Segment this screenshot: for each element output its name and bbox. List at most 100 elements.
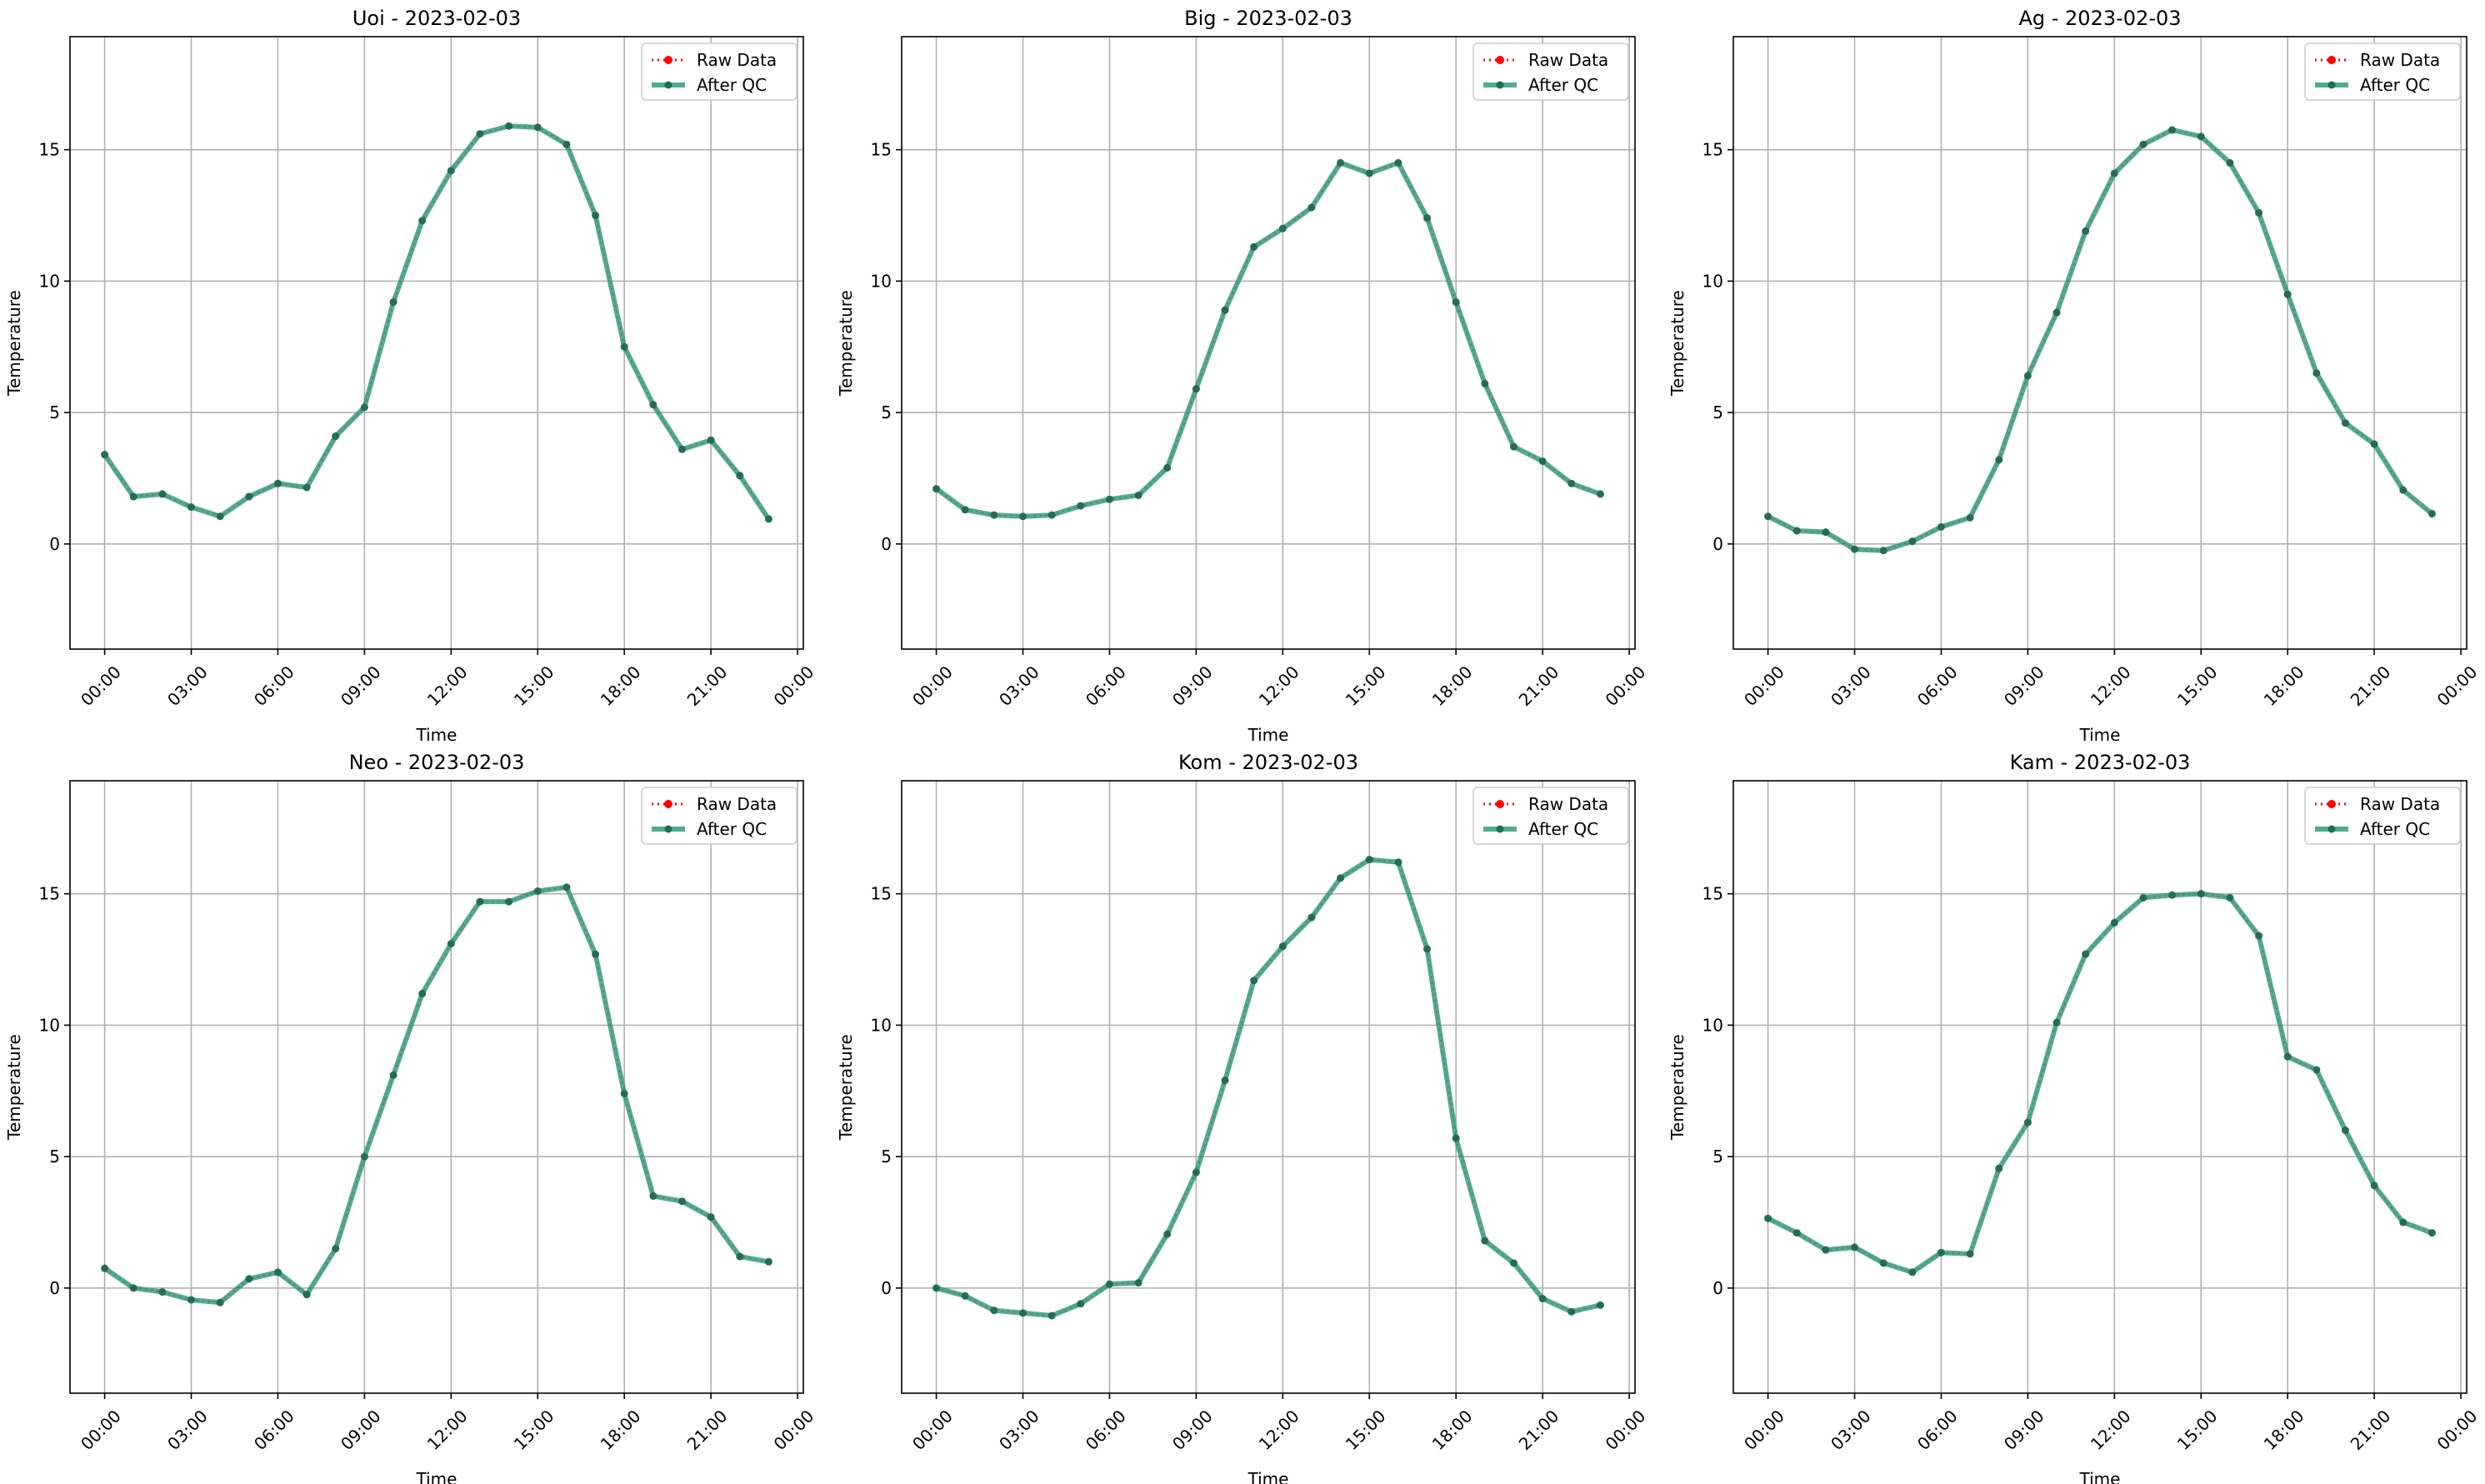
after-qc-point <box>1481 1237 1489 1245</box>
y-tick-label: 5 <box>1712 402 1723 422</box>
y-axis-label: Temperature <box>1668 1034 1688 1141</box>
x-tick-label: 15:00 <box>510 662 558 710</box>
after-qc-point <box>1568 1307 1576 1316</box>
legend-raw-marker <box>664 800 672 808</box>
raw-data-line <box>103 125 770 520</box>
after-qc-point <box>2428 1229 2436 1237</box>
after-qc-point <box>764 515 772 523</box>
legend-raw-marker <box>1496 56 1504 64</box>
after-qc-point <box>129 1284 138 1292</box>
legend-qc-marker <box>1496 825 1504 833</box>
x-tick-label: 03:00 <box>163 1406 212 1454</box>
x-tick-label: 06:00 <box>1913 1406 1962 1454</box>
legend-raw-label: Raw Data <box>2360 794 2440 814</box>
after-qc-point <box>2255 208 2263 217</box>
after-qc-point <box>1250 242 1258 251</box>
x-tick-label: 00:00 <box>770 1406 818 1454</box>
after-qc-point <box>1019 1309 1028 1317</box>
subplot-title: Kam - 2023-02-03 <box>2010 751 2191 774</box>
y-tick-label: 10 <box>39 1015 60 1035</box>
legend-raw-marker <box>2328 800 2336 808</box>
x-tick-label: 00:00 <box>1602 1406 1650 1454</box>
x-axis-label: Time <box>2079 725 2121 745</box>
legend-raw-label: Raw Data <box>1528 794 1608 814</box>
legend-raw-label: Raw Data <box>2360 50 2440 70</box>
after-qc-point <box>2023 1118 2032 1127</box>
x-tick-label: 06:00 <box>1082 1406 1130 1454</box>
x-tick-label: 21:00 <box>683 1406 732 1454</box>
x-tick-label: 00:00 <box>77 662 125 710</box>
after-qc-point <box>1105 1280 1113 1288</box>
y-tick-label: 5 <box>1712 1147 1723 1167</box>
subplot-6: 00:00 03:00 06:00 09:00 12:00 15:00 18:00 21:00… <box>1668 751 2481 1484</box>
y-tick-label: 15 <box>1702 884 1723 904</box>
after-qc-point <box>1452 298 1460 307</box>
raw-data-line <box>936 858 1601 1317</box>
legend-raw-label: Raw Data <box>697 50 777 70</box>
x-tick-label: 21:00 <box>683 662 732 710</box>
legend: Raw Data After QC <box>641 787 798 845</box>
after-qc-point <box>1337 158 1345 167</box>
axes-frame <box>69 36 804 650</box>
raw-data-line <box>936 162 1601 517</box>
after-qc-point <box>2283 1052 2292 1061</box>
after-qc-point <box>216 512 224 521</box>
after-qc-point <box>1822 528 1830 537</box>
subplot-title: Ag - 2023-02-03 <box>2018 7 2181 30</box>
after-qc-point <box>2399 486 2408 494</box>
x-tick-label: 03:00 <box>1827 1406 1875 1454</box>
raw-data-line <box>1768 892 2432 1273</box>
after-qc-point <box>2428 510 2436 518</box>
axes-frame <box>901 780 1636 1394</box>
subplot-2: 00:00 03:00 06:00 09:00 12:00 15:00 18:00 21:00… <box>836 7 1649 745</box>
legend-qc-marker <box>664 81 672 89</box>
after-qc-point <box>1937 522 1945 531</box>
after-qc-point <box>158 1288 167 1297</box>
legend-qc-marker <box>2328 81 2336 89</box>
axes-frame <box>69 780 804 1394</box>
x-tick-label: 06:00 <box>1913 662 1962 710</box>
y-tick-label: 15 <box>39 884 60 904</box>
after-qc-point <box>736 472 744 480</box>
after-qc-point <box>360 1152 368 1161</box>
after-qc-point <box>1221 1077 1229 1085</box>
x-tick-label: 00:00 <box>1740 662 1788 710</box>
y-tick-label: 15 <box>39 140 60 160</box>
x-tick-label: 00:00 <box>2433 1406 2482 1454</box>
legend-qc-marker <box>2328 825 2336 833</box>
y-tick-label: 15 <box>1702 140 1723 160</box>
after-qc-point <box>649 1192 658 1200</box>
legend-raw-marker <box>1496 800 1504 808</box>
y-tick-label: 5 <box>881 402 892 422</box>
x-axis-label: Time <box>1248 1469 1289 1484</box>
y-tick-label: 5 <box>881 1147 892 1167</box>
x-tick-label: 21:00 <box>2347 662 2395 710</box>
after-qc-point <box>620 342 628 351</box>
x-tick-label: 00:00 <box>908 1406 957 1454</box>
after-qc-point <box>2226 158 2234 167</box>
x-tick-label: 15:00 <box>510 1406 558 1454</box>
x-tick-label: 18:00 <box>1428 662 1477 710</box>
after-qc-point <box>245 492 253 501</box>
legend-qc-label: After QC <box>697 819 767 839</box>
after-qc-point <box>1568 479 1576 487</box>
after-qc-point <box>476 897 484 906</box>
legend-raw-label: Raw Data <box>697 794 777 814</box>
after-qc-point <box>389 1071 398 1079</box>
after-qc-point <box>505 897 513 906</box>
after-qc-point <box>2052 1018 2061 1027</box>
legend-qc-marker <box>1496 81 1504 89</box>
after-qc-point <box>101 451 109 459</box>
x-tick-label: 03:00 <box>163 662 212 710</box>
x-axis-label: Time <box>416 725 458 745</box>
after-qc-line <box>102 884 769 1306</box>
after-qc-line <box>1767 891 2433 1275</box>
x-tick-label: 06:00 <box>250 1406 298 1454</box>
after-qc-point <box>707 436 715 444</box>
x-tick-label: 15:00 <box>1342 662 1390 710</box>
x-tick-label: 06:00 <box>1082 662 1130 710</box>
y-tick-label: 10 <box>1702 1015 1723 1035</box>
after-qc-point <box>2082 950 2090 958</box>
y-tick-label: 0 <box>49 534 60 554</box>
after-qc-point <box>273 479 282 487</box>
